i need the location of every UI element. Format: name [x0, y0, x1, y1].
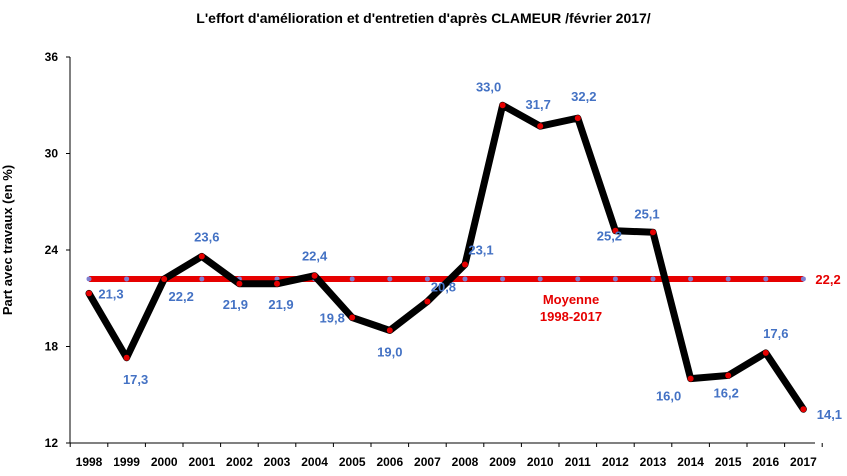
data-point [274, 280, 280, 287]
data-label: 21,9 [268, 297, 293, 312]
x-tick-label: 2016 [752, 455, 779, 469]
series-group [85, 101, 807, 413]
y-tick-label: 18 [45, 340, 59, 354]
x-tick-label: 2005 [339, 455, 366, 469]
data-point [161, 275, 168, 282]
chart-title: L'effort d'amélioration et d'entretien d… [196, 10, 651, 26]
average-marker [86, 276, 92, 282]
average-marker [500, 276, 506, 282]
data-label: 32,2 [571, 89, 596, 104]
data-point [800, 406, 807, 413]
x-tick-label: 2010 [527, 455, 554, 469]
average-marker [612, 276, 618, 282]
data-point [198, 253, 205, 260]
x-tick-label: 2007 [414, 455, 441, 469]
x-tick-label: 1999 [113, 455, 140, 469]
data-point [311, 272, 318, 279]
y-tick-label: 30 [45, 147, 59, 161]
data-point [424, 298, 431, 305]
average-marker [763, 276, 769, 282]
y-tick-label: 36 [45, 50, 59, 64]
x-tick-label: 2004 [301, 455, 328, 469]
average-caption: Moyenne [543, 292, 599, 307]
data-point [612, 227, 619, 234]
average-marker [124, 276, 130, 282]
data-point [386, 327, 393, 334]
data-label: 23,6 [194, 229, 219, 244]
data-label: 19,0 [377, 344, 402, 359]
data-label: 16,0 [656, 389, 681, 404]
data-label: 21,9 [223, 297, 248, 312]
data-point [86, 290, 92, 297]
average-marker [575, 276, 581, 282]
x-tick-label: 2002 [226, 455, 253, 469]
x-tick-label: 2013 [640, 455, 667, 469]
x-tick-label: 1998 [76, 455, 103, 469]
data-point [236, 280, 243, 287]
x-tick-label: 2000 [151, 455, 178, 469]
average-marker [537, 276, 543, 282]
average-line-group: 22,2 Moyenne 1998-2017 [86, 272, 841, 324]
average-marker [650, 276, 656, 282]
x-tick-label: 2015 [715, 455, 742, 469]
x-tick-label: 2006 [376, 455, 403, 469]
average-marker [387, 276, 393, 282]
data-point [687, 375, 694, 382]
x-ticks: 1998 1999 2000 2001 2002 2003 2004 2005 2006 2007… [69, 443, 823, 469]
average-marker [462, 276, 468, 282]
data-label: 17,3 [123, 372, 148, 387]
data-label: 20,8 [431, 279, 456, 294]
data-point [725, 372, 732, 379]
data-label: 22,4 [302, 249, 328, 264]
data-point [462, 261, 468, 268]
data-label: 31,7 [526, 97, 551, 112]
average-marker [800, 276, 806, 282]
y-tick-label: 12 [45, 436, 59, 450]
series-line [85, 101, 807, 413]
x-tick-label: 2011 [565, 455, 591, 469]
y-axis-label: Part avec travaux (en %) [0, 165, 15, 315]
x-tick-label: 2001 [188, 455, 215, 469]
x-tick-label: 2009 [489, 455, 516, 469]
data-label: 33,0 [476, 79, 501, 94]
data-point [499, 102, 506, 109]
average-value-label: 22,2 [815, 272, 840, 287]
data-point [574, 115, 581, 122]
data-label: 16,2 [714, 385, 739, 400]
data-point [123, 354, 130, 361]
average-marker [688, 276, 694, 282]
data-label: 25,2 [597, 229, 622, 244]
x-tick-label: 2014 [677, 455, 704, 469]
average-marker [725, 276, 731, 282]
data-label: 23,1 [468, 242, 493, 257]
x-tick-label: 2012 [602, 455, 629, 469]
data-label: 17,6 [763, 326, 788, 341]
data-label: 21,3 [98, 286, 123, 301]
x-tick-label: 2008 [452, 455, 479, 469]
data-label: 22,2 [169, 289, 194, 304]
data-label: 19,8 [320, 311, 345, 326]
x-tick-label: 2003 [264, 455, 291, 469]
data-point [762, 349, 769, 356]
data-point [537, 123, 544, 130]
data-label: 14,1 [817, 407, 842, 422]
average-marker [199, 276, 205, 282]
data-point [650, 229, 656, 236]
data-label: 25,1 [634, 206, 659, 221]
average-marker [424, 276, 430, 282]
y-tick-label: 24 [45, 243, 59, 257]
data-labels: 21,3 17,3 22,2 23,6 21,9 21,9 22,4 19,8 19,0 20,8… [98, 79, 842, 422]
data-point [349, 314, 356, 321]
x-tick-label: 2017 [790, 455, 817, 469]
average-caption-period: 1998-2017 [540, 309, 602, 324]
y-ticks: 12 18 24 30 36 [45, 50, 70, 450]
average-marker [349, 276, 355, 282]
